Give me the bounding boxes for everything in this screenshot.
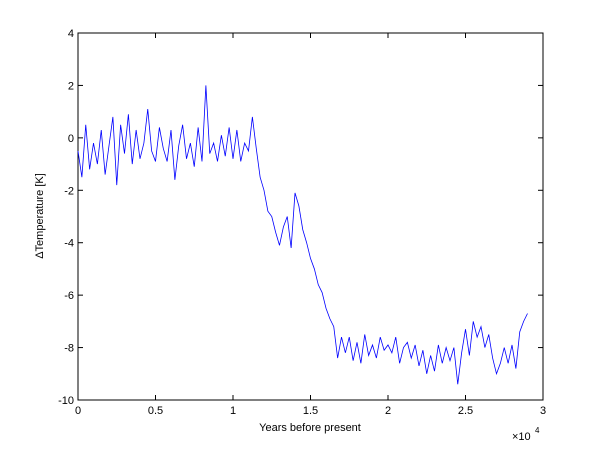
x-multiplier-exponent: 4 — [535, 426, 540, 435]
y-axis-label: ΔTemperature [K] — [34, 173, 46, 259]
y-tick-label: -10 — [58, 395, 74, 407]
plot-frame — [77, 32, 544, 401]
x-tick-label: 0.5 — [148, 405, 163, 417]
x-multiplier: ×10 — [512, 431, 531, 443]
y-tick-label: -4 — [64, 238, 74, 250]
x-tick-label: 2.5 — [458, 405, 473, 417]
x-tick-label: 1 — [230, 405, 236, 417]
data-line — [77, 85, 528, 385]
y-tick-label: 2 — [68, 80, 74, 92]
x-tick-label: 0 — [75, 405, 81, 417]
y-tick-label: 4 — [68, 28, 74, 40]
y-tick-label: -8 — [64, 343, 74, 355]
x-axis-label: Years before present — [259, 422, 361, 434]
y-tick-label: -6 — [64, 290, 74, 302]
y-tick-label: -2 — [64, 185, 74, 197]
x-tick-label: 3 — [540, 405, 546, 417]
x-tick-label: 1.5 — [303, 405, 318, 417]
x-tick-label: 2 — [385, 405, 391, 417]
y-tick-label: 0 — [68, 133, 74, 145]
